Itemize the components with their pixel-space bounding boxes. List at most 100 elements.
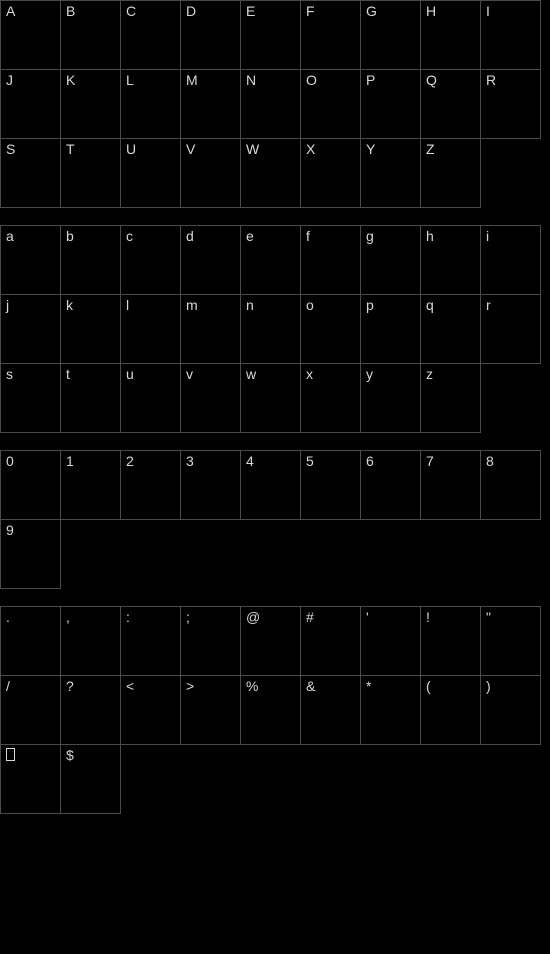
char-cell: k — [60, 294, 121, 364]
char-cell: u — [120, 363, 181, 433]
glyph: ' — [366, 610, 369, 624]
char-cell: > — [180, 675, 241, 745]
char-cell: * — [360, 675, 421, 745]
glyph: 9 — [6, 523, 14, 537]
char-cell: m — [180, 294, 241, 364]
glyph: G — [366, 4, 377, 18]
glyph: M — [186, 73, 198, 87]
glyph: y — [366, 367, 373, 381]
char-cell: $ — [60, 744, 121, 814]
char-cell — [0, 744, 61, 814]
char-cell: 0 — [0, 450, 61, 520]
glyph: % — [246, 679, 258, 693]
char-cell: r — [480, 294, 541, 364]
glyph: m — [186, 298, 198, 312]
char-cell: Q — [420, 69, 481, 139]
char-cell: H — [420, 0, 481, 70]
char-cell: y — [360, 363, 421, 433]
char-cell: M — [180, 69, 241, 139]
char-cell: ( — [420, 675, 481, 745]
glyph: ) — [486, 679, 491, 693]
char-cell: & — [300, 675, 361, 745]
glyph: U — [126, 142, 136, 156]
glyph: D — [186, 4, 196, 18]
char-cell: N — [240, 69, 301, 139]
glyph: H — [426, 4, 436, 18]
glyph: r — [486, 298, 491, 312]
glyph: s — [6, 367, 13, 381]
glyph: 1 — [66, 454, 74, 468]
char-cell: A — [0, 0, 61, 70]
section-symbols: .,:;@#'!"/?<>%&*()$ — [0, 606, 550, 813]
glyph: " — [486, 610, 491, 624]
glyph: g — [366, 229, 374, 243]
char-cell: a — [0, 225, 61, 295]
glyph: W — [246, 142, 259, 156]
glyph: X — [306, 142, 315, 156]
glyph: 6 — [366, 454, 374, 468]
glyph: F — [306, 4, 315, 18]
char-cell: E — [240, 0, 301, 70]
char-cell: I — [480, 0, 541, 70]
char-cell: q — [420, 294, 481, 364]
glyph: j — [6, 298, 9, 312]
char-cell: Y — [360, 138, 421, 208]
glyph: w — [246, 367, 256, 381]
glyph: 3 — [186, 454, 194, 468]
glyph: a — [6, 229, 14, 243]
char-cell: p — [360, 294, 421, 364]
char-cell: 4 — [240, 450, 301, 520]
glyph: p — [366, 298, 374, 312]
char-cell: Z — [420, 138, 481, 208]
char-cell: c — [120, 225, 181, 295]
char-cell: d — [180, 225, 241, 295]
char-cell: % — [240, 675, 301, 745]
glyph: L — [126, 73, 134, 87]
char-cell: G — [360, 0, 421, 70]
char-cell: # — [300, 606, 361, 676]
glyph: l — [126, 298, 129, 312]
glyph: x — [306, 367, 313, 381]
char-cell: L — [120, 69, 181, 139]
glyph: b — [66, 229, 74, 243]
glyph: 2 — [126, 454, 134, 468]
glyph: 0 — [6, 454, 14, 468]
glyph: / — [6, 679, 10, 693]
char-cell: V — [180, 138, 241, 208]
glyph: O — [306, 73, 317, 87]
char-cell: x — [300, 363, 361, 433]
char-cell: X — [300, 138, 361, 208]
glyph: z — [426, 367, 433, 381]
char-cell: R — [480, 69, 541, 139]
char-cell: W — [240, 138, 301, 208]
char-cell: K — [60, 69, 121, 139]
char-cell: j — [0, 294, 61, 364]
glyph: d — [186, 229, 194, 243]
glyph: @ — [246, 610, 260, 624]
char-cell: / — [0, 675, 61, 745]
glyph: J — [6, 73, 13, 87]
char-cell: f — [300, 225, 361, 295]
glyph: Z — [426, 142, 435, 156]
glyph: c — [126, 229, 133, 243]
char-cell: " — [480, 606, 541, 676]
glyph: f — [306, 229, 310, 243]
char-cell: F — [300, 0, 361, 70]
char-cell: ? — [60, 675, 121, 745]
char-cell: g — [360, 225, 421, 295]
char-cell: z — [420, 363, 481, 433]
glyph: Q — [426, 73, 437, 87]
char-cell: @ — [240, 606, 301, 676]
char-cell: ! — [420, 606, 481, 676]
glyph: & — [306, 679, 315, 693]
char-cell: : — [120, 606, 181, 676]
char-cell: ) — [480, 675, 541, 745]
char-cell: b — [60, 225, 121, 295]
glyph: N — [246, 73, 256, 87]
char-cell: n — [240, 294, 301, 364]
glyph: * — [366, 679, 371, 693]
char-cell: ; — [180, 606, 241, 676]
char-cell: P — [360, 69, 421, 139]
section-uppercase: ABCDEFGHIJKLMNOPQRSTUVWXYZ — [0, 0, 550, 207]
glyph: e — [246, 229, 254, 243]
